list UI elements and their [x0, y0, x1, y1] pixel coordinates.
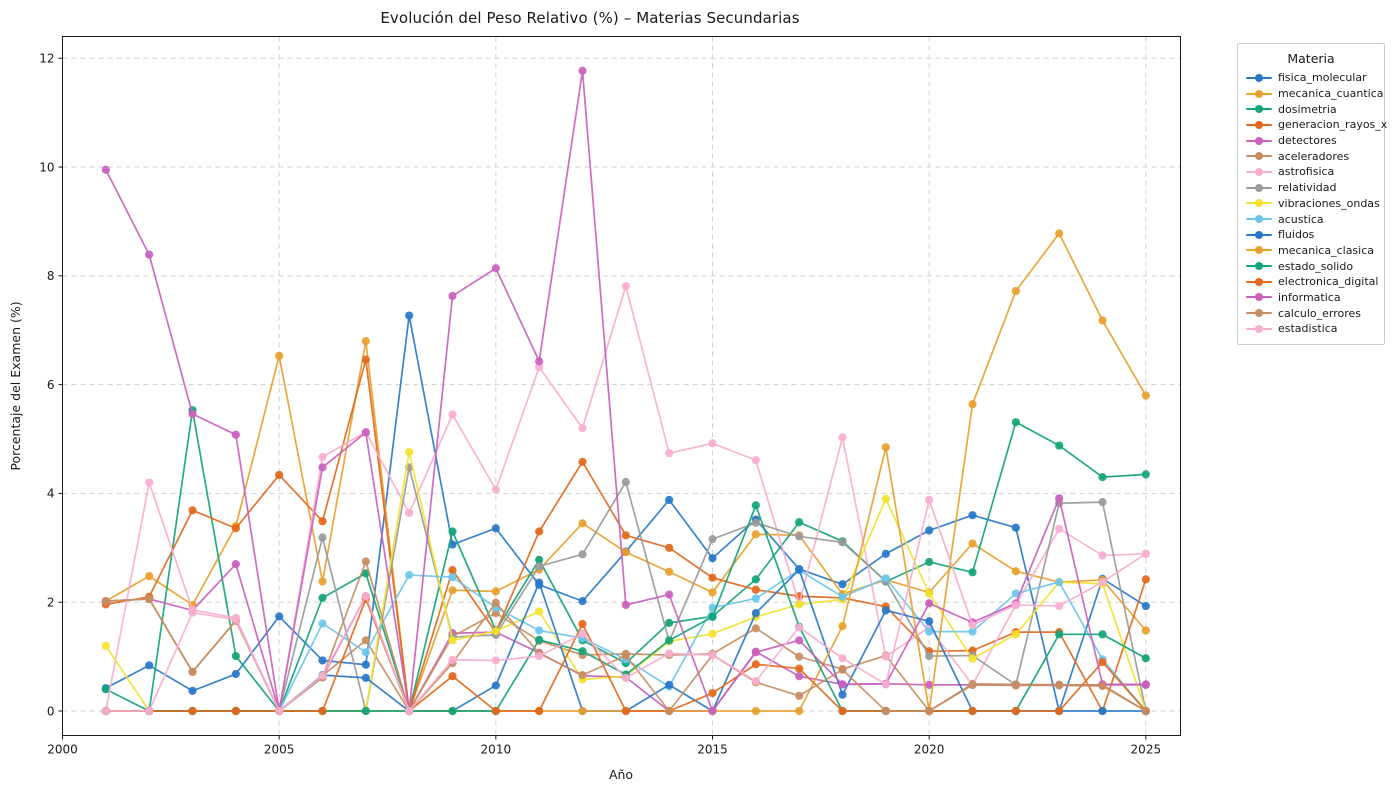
legend-item-label: relatividad	[1278, 181, 1337, 195]
legend-swatch-icon	[1246, 197, 1272, 209]
legend-item-fluidos[interactable]: fluidos	[1246, 227, 1376, 243]
legend-item-label: generacion_rayos_x	[1278, 118, 1388, 132]
legend-swatch-icon	[1246, 291, 1272, 303]
legend-item-label: calculo_errores	[1278, 306, 1362, 320]
legend-swatch-icon	[1246, 135, 1272, 147]
y-tick-label: 0	[47, 704, 55, 718]
legend-item-relatividad[interactable]: relatividad	[1246, 180, 1376, 196]
legend-item-aceleradores[interactable]: aceleradores	[1246, 148, 1376, 164]
legend-items: fisica_molecular mecanica_cuantica dosimet…	[1246, 70, 1387, 337]
legend-item-label: vibraciones_ondas	[1278, 196, 1380, 210]
legend-item-label: astrofisica	[1278, 165, 1335, 179]
y-tick-label: 10	[39, 160, 54, 174]
legend-item-vibraciones_ondas[interactable]: vibraciones_ondas	[1246, 196, 1380, 212]
legend-item-label: informatica	[1278, 290, 1341, 304]
legend-item-label: aceleradores	[1278, 149, 1350, 163]
legend-swatch-icon	[1246, 244, 1272, 256]
legend-swatch-icon	[1246, 229, 1272, 241]
y-tick-label: 12	[39, 52, 54, 66]
chart-title: Evolución del Peso Relativo (%) – Materi…	[380, 9, 800, 27]
legend-item-mecanica_cuantica[interactable]: mecanica_cuantica	[1246, 86, 1383, 102]
legend-item-estadistica[interactable]: estadistica	[1246, 321, 1376, 337]
legend-item-informatica[interactable]: informatica	[1246, 290, 1376, 306]
legend-swatch-icon	[1246, 182, 1272, 194]
x-tick-label: 2020	[914, 743, 945, 757]
legend-item-astrofisica[interactable]: astrofisica	[1246, 164, 1376, 180]
legend-swatch-icon	[1246, 213, 1272, 225]
legend-item-label: detectores	[1278, 134, 1337, 148]
x-tick-label: 2005	[264, 743, 295, 757]
plot-frame	[62, 36, 1181, 736]
series-estadistica	[101, 495, 1150, 716]
legend-swatch-icon	[1246, 103, 1272, 115]
legend-item-label: dosimetria	[1278, 102, 1337, 116]
legend-item-label: acustica	[1278, 212, 1324, 226]
x-tick-label: 2025	[1131, 743, 1162, 757]
legend-item-label: electronica_digital	[1278, 275, 1379, 289]
legend-swatch-icon	[1246, 323, 1272, 335]
legend-swatch-icon	[1246, 260, 1272, 272]
series-layer	[101, 66, 1150, 716]
legend-swatch-icon	[1246, 307, 1272, 319]
y-axis-label: Porcentaje del Examen (%)	[8, 301, 23, 470]
legend-item-label: mecanica_cuantica	[1278, 87, 1384, 101]
y-tick-label: 2	[47, 596, 55, 610]
x-tick-label: 2010	[481, 743, 512, 757]
series-informatica	[101, 66, 1150, 716]
legend-item-estado_solido[interactable]: estado_solido	[1246, 258, 1376, 274]
legend-title: Materia	[1287, 51, 1335, 66]
legend-item-label: estado_solido	[1278, 259, 1354, 273]
legend-item-dosimetria[interactable]: dosimetria	[1246, 101, 1376, 117]
legend-item-generacion_rayos_x[interactable]: generacion_rayos_x	[1246, 117, 1387, 133]
x-axis-label: Año	[609, 767, 633, 782]
legend-swatch-icon	[1246, 166, 1272, 178]
legend-swatch-icon	[1246, 72, 1272, 84]
legend-item-label: fisica_molecular	[1278, 71, 1367, 85]
x-tick-label: 2000	[47, 743, 78, 757]
legend-item-fisica_molecular[interactable]: fisica_molecular	[1246, 70, 1376, 86]
x-tick-label: 2015	[697, 743, 728, 757]
y-tick-label: 6	[47, 378, 55, 392]
y-tick-label: 4	[47, 487, 55, 501]
legend-swatch-icon	[1246, 276, 1272, 288]
legend-item-label: fluidos	[1278, 228, 1315, 242]
legend-item-label: estadistica	[1278, 322, 1338, 336]
legend-item-electronica_digital[interactable]: electronica_digital	[1246, 274, 1379, 290]
axis-ticks: 0 2 4 6 8 10 12 2000 2005 2010 2015 2020 2025	[39, 52, 1161, 757]
legend-item-label: mecanica_clasica	[1278, 243, 1375, 257]
legend-swatch-icon	[1246, 150, 1272, 162]
legend-item-calculo_errores[interactable]: calculo_errores	[1246, 305, 1376, 321]
legend-item-detectores[interactable]: detectores	[1246, 133, 1376, 149]
legend-item-mecanica_clasica[interactable]: mecanica_clasica	[1246, 243, 1376, 259]
legend-swatch-icon	[1246, 88, 1272, 100]
legend-swatch-icon	[1246, 119, 1272, 131]
legend: Materia fisica_molecular mecanica_cuantic…	[1237, 43, 1387, 345]
legend-item-acustica[interactable]: acustica	[1246, 211, 1376, 227]
y-tick-label: 8	[47, 269, 55, 283]
